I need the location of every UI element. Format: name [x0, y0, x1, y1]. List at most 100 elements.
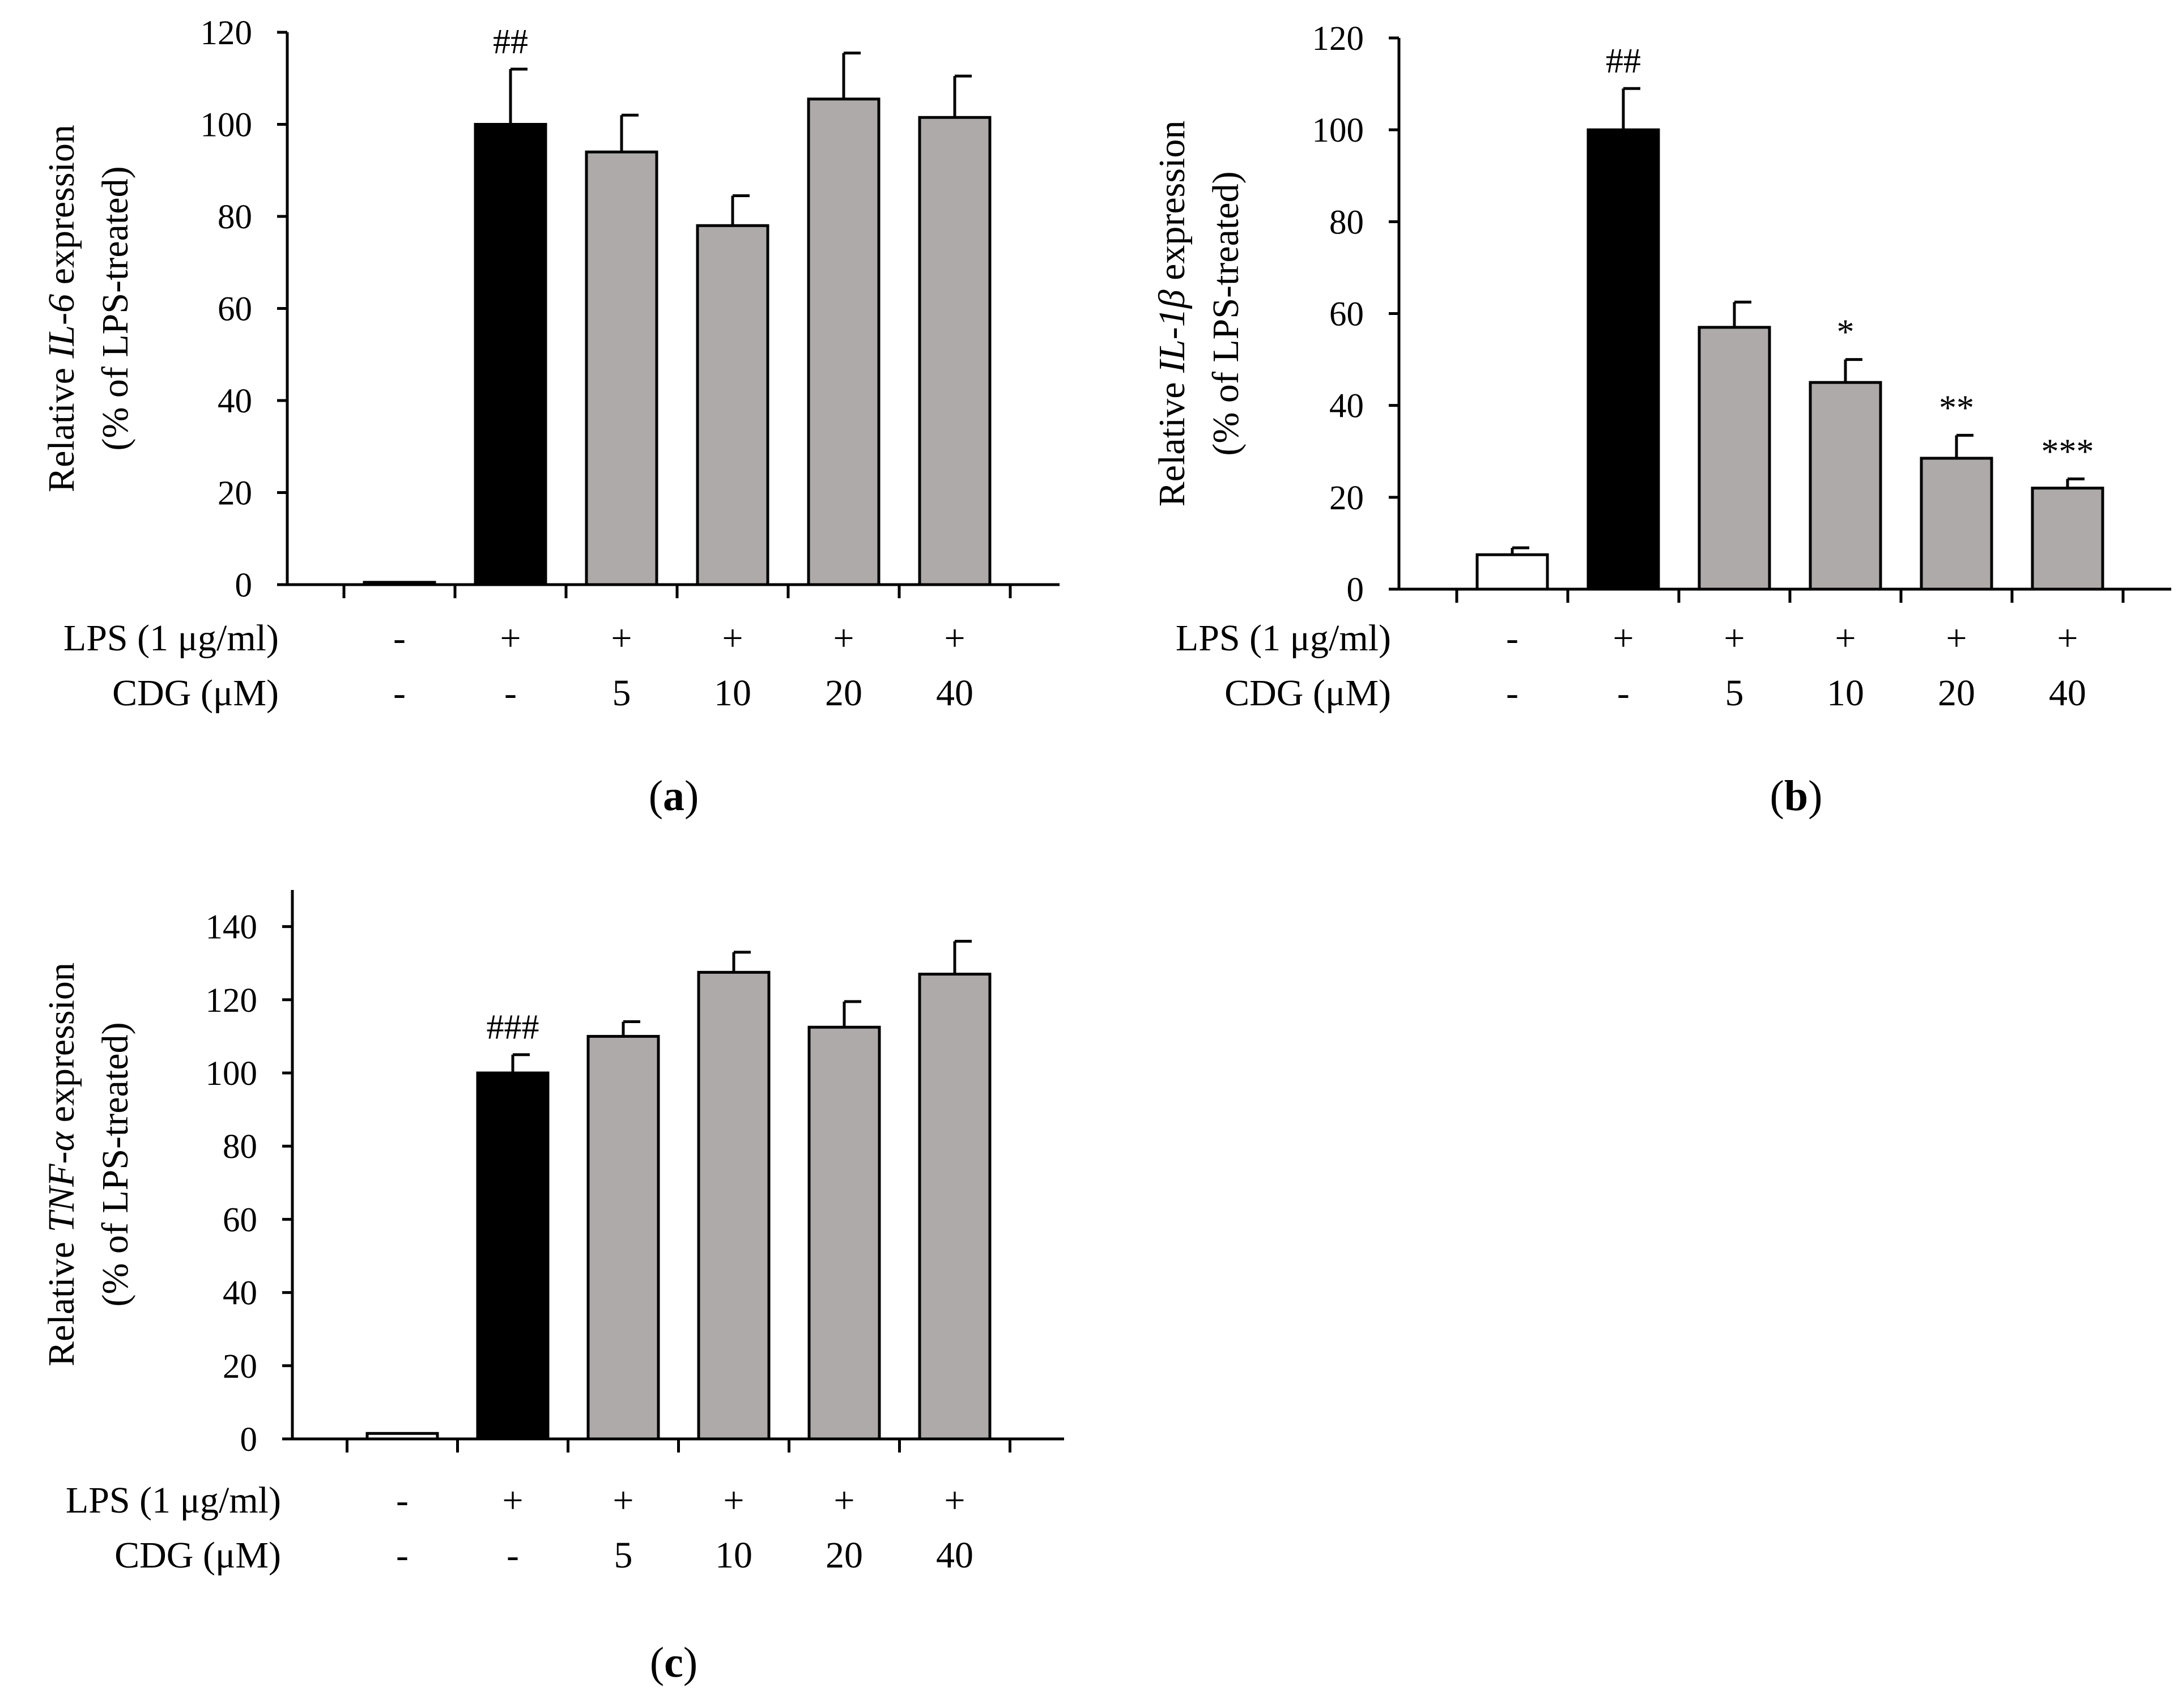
panel-label: (a) [649, 772, 699, 820]
lps-value: + [722, 617, 743, 659]
lps-value: + [944, 617, 965, 659]
cdg-value: 10 [715, 1535, 752, 1576]
cdg-row-label: CDG (μM) [1224, 672, 1391, 714]
lps-value: + [1946, 617, 1967, 659]
lps-value: + [723, 1480, 744, 1521]
y-tick-label: 0 [240, 1421, 258, 1459]
lps-value: + [502, 1480, 523, 1521]
bar-control [365, 1432, 439, 1441]
y-axis-title: Relative IL-6 expression [41, 125, 82, 492]
y-axis-subtitle: (% of LPS-treated) [95, 166, 136, 450]
cdg-value: 10 [1827, 672, 1864, 714]
y-tick-label: 40 [223, 1275, 257, 1313]
significance-label: ## [493, 23, 528, 61]
cdg-value: 40 [936, 1535, 973, 1576]
lps-value: + [833, 1480, 854, 1521]
cdg-value: - [507, 1535, 519, 1576]
bar-lps [1586, 128, 1660, 591]
y-tick-label: 140 [206, 909, 258, 947]
lps-row-label: LPS (1 μg/ml) [63, 617, 279, 659]
lps-value: + [1724, 617, 1745, 659]
lps-row-label: LPS (1 μg/ml) [1176, 617, 1391, 659]
bar-lps-cdg-20 [1920, 457, 1993, 591]
panel-label: (c) [650, 1639, 697, 1686]
cdg-value: 5 [1725, 672, 1744, 714]
cdg-value: - [1506, 672, 1519, 714]
cdg-row-label: CDG (μM) [112, 672, 279, 714]
lps-value: + [500, 617, 521, 659]
bar-lps-cdg-40 [918, 116, 992, 586]
lps-value: - [393, 617, 406, 659]
y-axis-subtitle: (% of LPS-treated) [95, 1022, 136, 1306]
lps-value: + [2057, 617, 2078, 659]
lps-value: + [611, 617, 632, 659]
cdg-value: 5 [613, 672, 631, 714]
significance-label: * [1837, 313, 1855, 352]
y-tick-label: 100 [1312, 112, 1364, 150]
lps-value: + [1613, 617, 1634, 659]
cdg-value: 40 [2049, 672, 2086, 714]
panel-a-il6-chart: 0 20 40 60 80 100 120 - - ## + - +5 +10 +20 +40 LPS (1 μ… [41, 14, 1060, 820]
bar-lps-cdg-10 [696, 224, 769, 586]
lps-value: + [944, 1480, 965, 1521]
lps-value: + [613, 1480, 633, 1521]
y-axis-title: Relative TNF-α expression [41, 962, 82, 1366]
cdg-row-label: CDG (μM) [114, 1535, 281, 1576]
cdg-value: 5 [614, 1535, 633, 1576]
bar-lps-cdg-10 [1809, 381, 1882, 591]
bar-lps-cdg-5 [586, 1034, 660, 1441]
panel-label: (b) [1770, 772, 1823, 820]
significance-label: ## [1606, 42, 1641, 80]
bar-lps-cdg-40 [2031, 487, 2104, 591]
y-tick-label: 40 [218, 382, 252, 420]
y-tick-label: 20 [223, 1348, 257, 1386]
bar-lps [476, 1071, 550, 1441]
bar-control [363, 581, 436, 586]
lps-row-label: LPS (1 μg/ml) [66, 1480, 281, 1521]
cdg-value: - [396, 1535, 409, 1576]
y-tick-label: 20 [218, 475, 252, 513]
bar-lps-cdg-40 [918, 973, 992, 1441]
panel-c-tnfa-chart: 0 20 40 60 80 100 120 140 - - ### + - +5 +10 +20 +40 LPS … [41, 890, 1064, 1686]
lps-value: - [1506, 617, 1519, 659]
cdg-value: - [393, 672, 406, 714]
significance-label: ### [487, 1008, 539, 1047]
y-tick-label: 0 [1347, 571, 1364, 609]
cdg-value: 20 [826, 1535, 863, 1576]
bar-lps-cdg-20 [807, 97, 881, 586]
y-axis-title: Relative IL-1β expression [1151, 121, 1193, 507]
panel-b-il1b-chart: 0 20 40 60 80 100 120 - - ## + - +5 * +10 ** +20 *** +40 LP… [1151, 20, 2171, 820]
bar-lps-cdg-20 [807, 1025, 881, 1441]
cdg-value: - [504, 672, 517, 714]
y-tick-label: 120 [201, 14, 253, 52]
y-tick-label: 80 [223, 1128, 257, 1166]
significance-label: ** [1939, 389, 1974, 427]
y-axis-subtitle: (% of LPS-treated) [1205, 171, 1247, 455]
bar-control [1475, 553, 1549, 591]
y-tick-label: 80 [1329, 203, 1364, 241]
y-tick-label: 60 [218, 291, 252, 329]
lps-value: + [1835, 617, 1856, 659]
y-tick-label: 100 [206, 1055, 258, 1093]
cdg-value: 20 [1938, 672, 1975, 714]
significance-label: *** [2041, 432, 2094, 471]
y-tick-label: 120 [1312, 20, 1364, 58]
y-tick-label: 60 [223, 1201, 257, 1239]
y-tick-label: 40 [1329, 387, 1364, 425]
cdg-value: 20 [825, 672, 862, 714]
bar-lps-cdg-5 [1698, 326, 1771, 591]
y-tick-label: 100 [201, 107, 253, 144]
bar-lps-cdg-5 [585, 150, 658, 586]
lps-value: + [833, 617, 854, 659]
cdg-value: 40 [936, 672, 973, 714]
y-tick-label: 20 [1329, 479, 1364, 517]
y-tick-label: 120 [206, 982, 258, 1020]
y-tick-label: 0 [235, 567, 253, 604]
cdg-value: 10 [714, 672, 751, 714]
y-tick-label: 80 [218, 198, 252, 236]
bar-lps [474, 123, 547, 586]
bar-lps-cdg-10 [697, 970, 771, 1441]
lps-value: - [396, 1480, 409, 1521]
y-tick-label: 60 [1329, 296, 1364, 334]
